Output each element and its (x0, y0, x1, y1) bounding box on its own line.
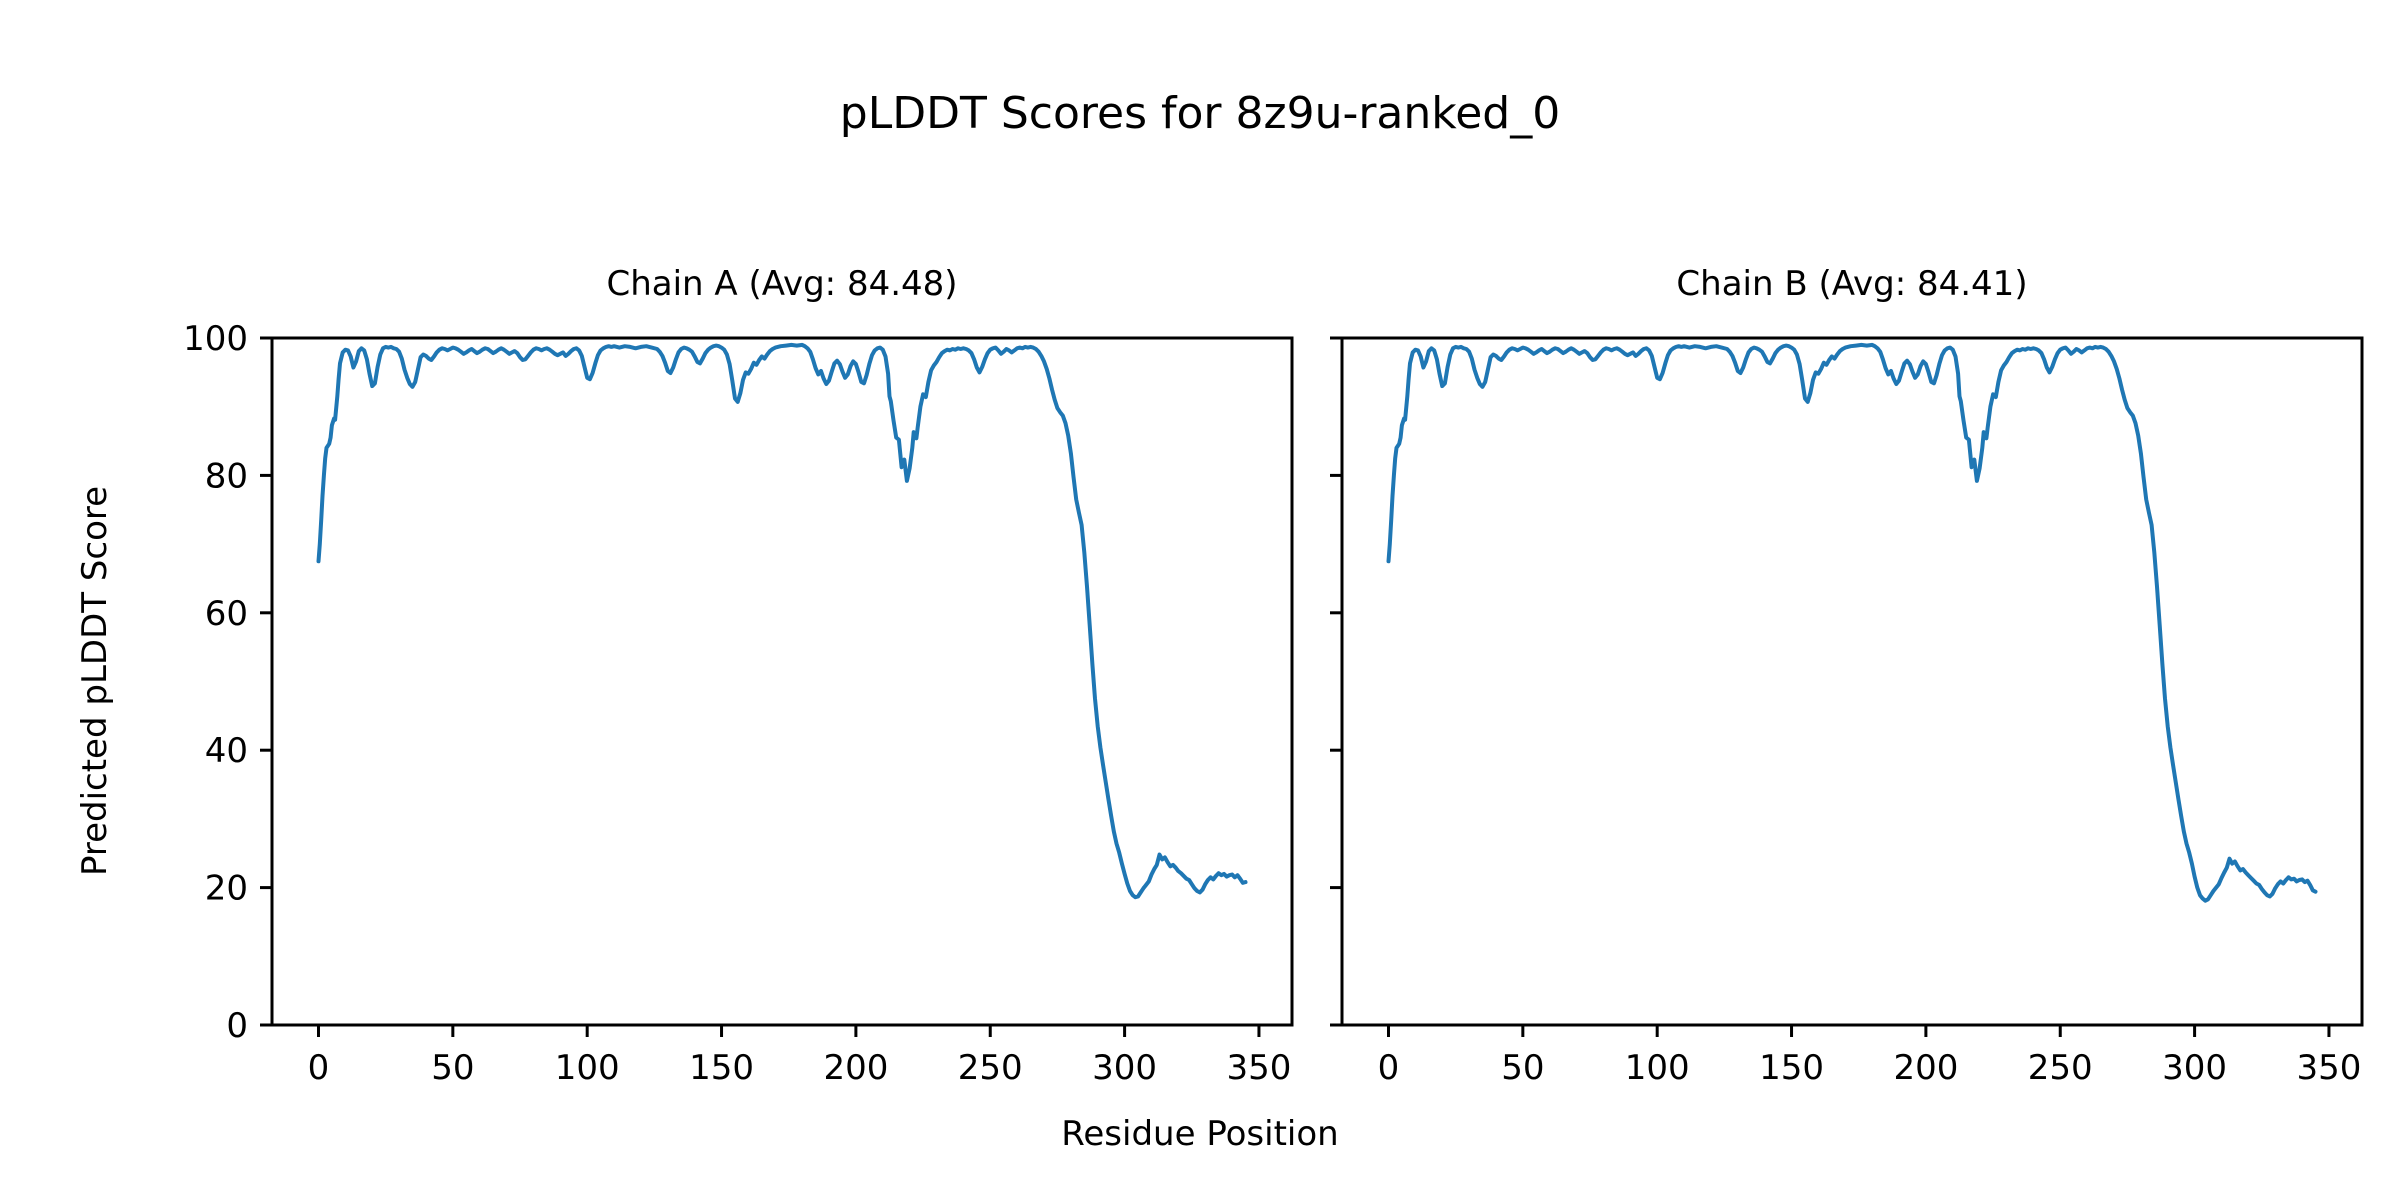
plddt-line-chain-A (316, 342, 1248, 900)
subplot-title-chain-b: Chain B (Avg: 84.41) (1676, 264, 2028, 304)
y-tick-label: 80 (205, 456, 248, 496)
x-tick-label: 100 (1625, 1048, 1690, 1088)
figure-title: pLDDT Scores for 8z9u-ranked_0 (839, 88, 1561, 139)
x-tick-label: 50 (1501, 1048, 1544, 1088)
y-tick-label: 100 (183, 319, 248, 359)
x-tick-label: 300 (2162, 1048, 2227, 1088)
x-tick-label: 150 (689, 1048, 754, 1088)
x-tick-label: 0 (308, 1048, 330, 1088)
x-tick-label: 200 (823, 1048, 888, 1088)
y-tick-label: 20 (205, 869, 248, 909)
x-tick-label: 250 (958, 1048, 1023, 1088)
y-axis-label: Predicted pLDDT Score (75, 485, 115, 877)
x-tick-label: 250 (2028, 1048, 2093, 1088)
y-tick-label: 40 (205, 731, 248, 771)
x-tick-label: 0 (1378, 1048, 1400, 1088)
x-tick-label: 150 (1759, 1048, 1824, 1088)
x-tick-label: 350 (2296, 1048, 2361, 1088)
x-tick-label: 50 (431, 1048, 474, 1088)
x-tick-label: 350 (1226, 1048, 1291, 1088)
x-tick-label: 300 (1092, 1048, 1157, 1088)
subplot-title-chain-a: Chain A (Avg: 84.48) (606, 264, 958, 304)
x-tick-label: 200 (1893, 1048, 1958, 1088)
chain-a-axes: 0 50 100 150 200 250 300 350 0 20 40 60 80 100 (183, 319, 1294, 1088)
axes-spines (270, 336, 1294, 1027)
y-tick-label: 0 (226, 1006, 248, 1046)
y-tick-label: 60 (205, 594, 248, 634)
plddt-line-chain-B (1386, 342, 2318, 903)
x-tick-label: 100 (555, 1048, 620, 1088)
chain-b-axes: 0 50 100 150 200 250 300 350 (1330, 336, 2364, 1088)
axes-spines (1340, 336, 2364, 1027)
x-axis-label: Residue Position (1061, 1114, 1339, 1154)
